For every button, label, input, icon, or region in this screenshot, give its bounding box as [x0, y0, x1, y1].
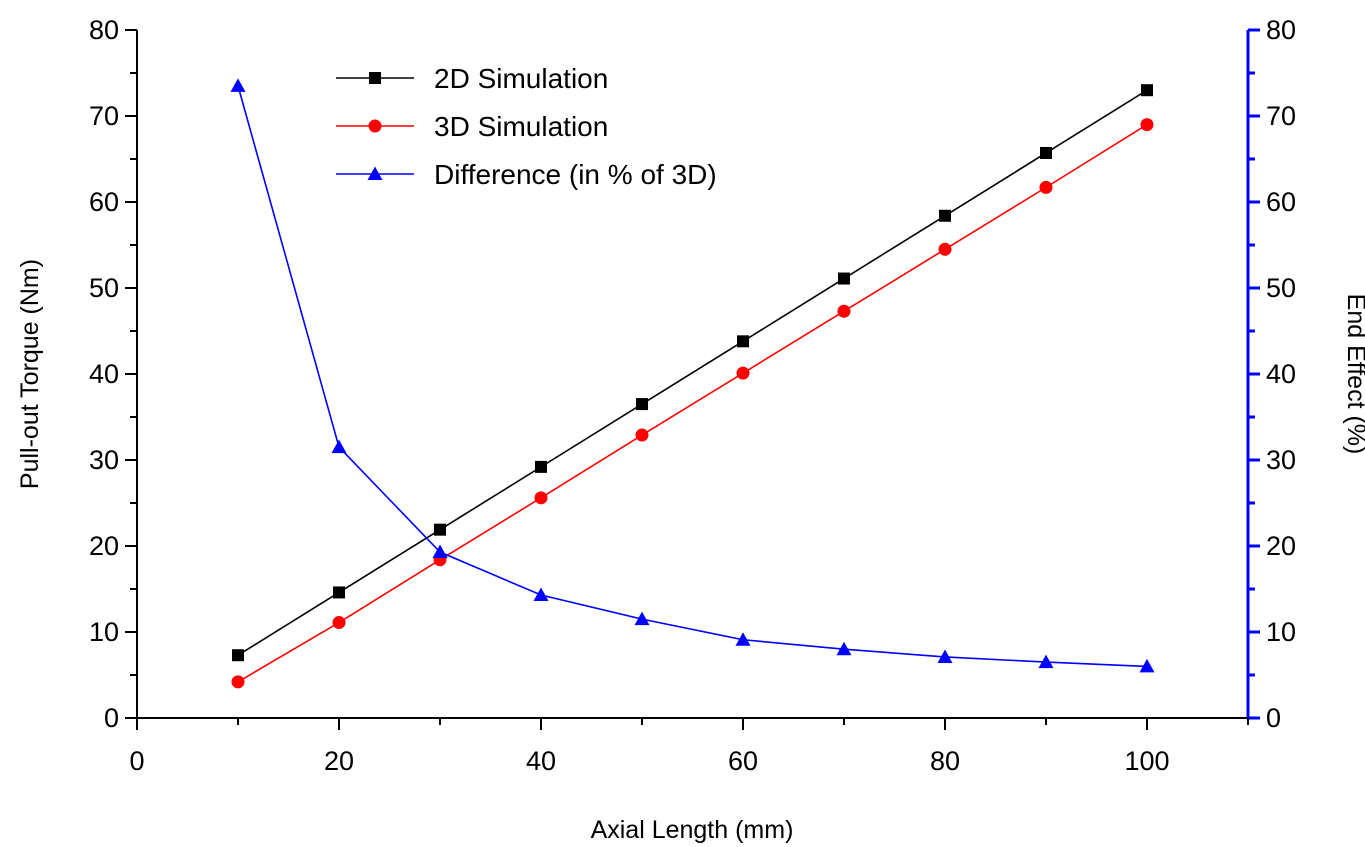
legend-label: 2D Simulation: [434, 63, 608, 94]
data-point: [535, 460, 547, 473]
data-point: [432, 544, 448, 559]
legend-label: 3D Simulation: [434, 111, 608, 142]
data-point: [434, 523, 446, 536]
data-point: [1140, 118, 1154, 132]
legend-label: Difference (in % of 3D): [434, 159, 717, 190]
x-tick-label: 100: [1124, 746, 1169, 776]
legend-item: 3D Simulation: [336, 111, 608, 142]
series-line: [237, 89, 1148, 656]
data-point: [937, 649, 953, 663]
data-point: [1038, 654, 1054, 669]
data-point: [636, 398, 648, 411]
series-line: [237, 123, 1148, 683]
data-point: [232, 649, 244, 662]
y2-tick-label: 10: [1266, 617, 1296, 647]
data-point: [837, 304, 851, 318]
y2-tick-label: 80: [1266, 15, 1296, 45]
data-point: [534, 491, 548, 505]
data-point: [938, 242, 952, 256]
y-tick-label: 70: [89, 101, 119, 131]
y-tick-label: 20: [89, 531, 119, 561]
legend-item: Difference (in % of 3D): [336, 159, 717, 190]
data-point: [939, 209, 951, 222]
legend-marker: [369, 72, 381, 84]
data-point: [230, 78, 246, 92]
data-point: [332, 616, 346, 630]
legend-marker: [367, 166, 383, 180]
y2-tick-label: 20: [1266, 531, 1296, 561]
data-point: [333, 586, 345, 599]
y2-tick-label: 0: [1266, 703, 1281, 733]
axes: 0 10 20 30 40 50 60 70 80 0 10 20 30 40 50 60 70 80 0 20 40 6…: [89, 15, 1296, 776]
data-point: [231, 675, 245, 689]
data-point: [331, 439, 347, 454]
data-point: [1040, 146, 1052, 159]
data-point: [737, 335, 749, 348]
y2-tick-label: 60: [1266, 187, 1296, 217]
y2-axis-title: End Effect (%): [1342, 294, 1365, 455]
series-3: [230, 78, 1155, 673]
y-tick-label: 0: [104, 703, 119, 733]
y-tick-label: 10: [89, 617, 119, 647]
series-2: [231, 118, 1154, 689]
legend-item: 2D Simulation: [336, 63, 608, 94]
y2-tick-label: 50: [1266, 273, 1296, 303]
data-point: [736, 366, 750, 380]
x-axis-title: Axial Length (mm): [591, 816, 794, 844]
data-point: [836, 641, 852, 656]
y-axis-title: Pull-out Torque (Nm): [16, 259, 44, 489]
data-point: [635, 428, 649, 442]
series-line: [237, 85, 1148, 668]
x-tick-label: 0: [129, 746, 144, 776]
x-tick-label: 80: [930, 746, 960, 776]
y-tick-label: 30: [89, 445, 119, 475]
x-tick-label: 20: [324, 746, 354, 776]
legend: 2D Simulation 3D Simulation Difference (in…: [336, 63, 717, 190]
data-point: [533, 587, 549, 602]
legend-marker: [368, 119, 382, 133]
data-point: [1141, 84, 1153, 97]
series-1: [232, 84, 1153, 662]
x-tick-label: 60: [728, 746, 758, 776]
x-tick-label: 40: [526, 746, 556, 776]
y-tick-label: 80: [89, 15, 119, 45]
y-tick-label: 40: [89, 359, 119, 389]
y-tick-label: 50: [89, 273, 119, 303]
y2-tick-label: 40: [1266, 359, 1296, 389]
data-point: [838, 272, 850, 285]
y2-tick-label: 70: [1266, 101, 1296, 131]
data-point: [735, 632, 751, 646]
data-point: [634, 611, 650, 626]
data-point: [1139, 658, 1155, 673]
data-point: [1039, 180, 1053, 194]
series-layer: [230, 78, 1155, 689]
y-tick-label: 60: [89, 187, 119, 217]
y2-tick-label: 30: [1266, 445, 1296, 475]
